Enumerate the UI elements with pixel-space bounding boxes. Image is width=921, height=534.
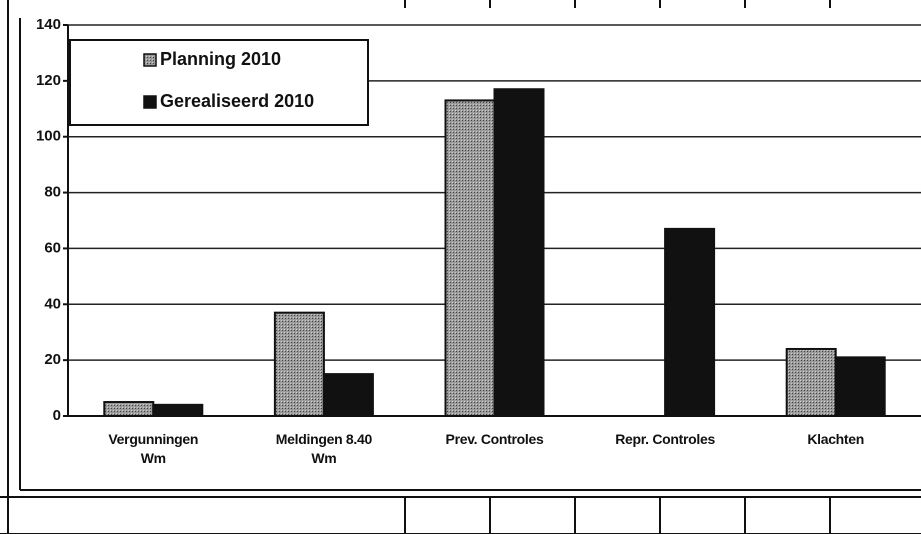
bar — [152, 403, 204, 418]
y-tick-label: 80 — [44, 184, 61, 201]
bar — [834, 356, 886, 418]
bar — [322, 373, 374, 418]
y-tick-label: 40 — [44, 295, 61, 312]
y-tick-label: 60 — [44, 239, 61, 256]
legend-label: Planning 2010 — [160, 49, 281, 69]
bar — [493, 88, 545, 417]
x-tick-label: Klachten — [807, 431, 865, 447]
y-tick-label: 100 — [36, 128, 61, 145]
x-tick-label: Meldingen 8.40 Wm — [275, 431, 372, 466]
x-tick-label: Prev. Controles — [445, 431, 544, 447]
bar — [103, 401, 155, 417]
y-tick-label: 0 — [53, 407, 61, 424]
x-tick-label: Vergunningen Wm — [108, 431, 199, 466]
legend-box — [69, 39, 369, 126]
y-tick-label: 20 — [44, 351, 61, 368]
legend-swatch — [143, 53, 157, 67]
y-tick-label: 120 — [36, 72, 61, 89]
bar — [444, 99, 496, 418]
y-tick-label: 140 — [36, 16, 61, 33]
bar — [785, 347, 837, 418]
legend-label: Gerealiseerd 2010 — [160, 91, 314, 111]
bar — [664, 227, 716, 417]
legend-swatch — [143, 95, 157, 109]
bar — [273, 311, 325, 417]
x-tick-label: Repr. Controles — [615, 431, 715, 447]
